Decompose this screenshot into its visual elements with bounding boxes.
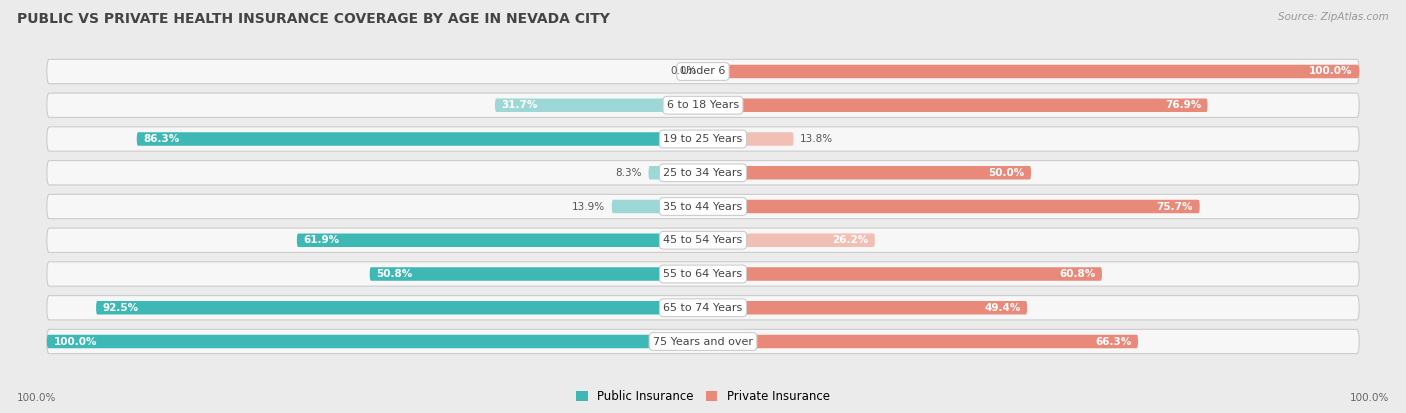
Text: 45 to 54 Years: 45 to 54 Years <box>664 235 742 245</box>
Text: PUBLIC VS PRIVATE HEALTH INSURANCE COVERAGE BY AGE IN NEVADA CITY: PUBLIC VS PRIVATE HEALTH INSURANCE COVER… <box>17 12 610 26</box>
Text: 13.8%: 13.8% <box>800 134 834 144</box>
FancyBboxPatch shape <box>703 335 1137 348</box>
Text: 100.0%: 100.0% <box>1350 393 1389 403</box>
FancyBboxPatch shape <box>46 127 1360 151</box>
FancyBboxPatch shape <box>46 93 1360 117</box>
Text: 100.0%: 100.0% <box>53 337 97 347</box>
Text: 6 to 18 Years: 6 to 18 Years <box>666 100 740 110</box>
Text: 35 to 44 Years: 35 to 44 Years <box>664 202 742 211</box>
Text: Source: ZipAtlas.com: Source: ZipAtlas.com <box>1278 12 1389 22</box>
Text: Under 6: Under 6 <box>681 66 725 76</box>
Text: 25 to 34 Years: 25 to 34 Years <box>664 168 742 178</box>
Text: 75 Years and over: 75 Years and over <box>652 337 754 347</box>
FancyBboxPatch shape <box>370 267 703 281</box>
Text: 92.5%: 92.5% <box>103 303 139 313</box>
FancyBboxPatch shape <box>703 98 1208 112</box>
FancyBboxPatch shape <box>46 161 1360 185</box>
Text: 76.9%: 76.9% <box>1164 100 1201 110</box>
FancyBboxPatch shape <box>703 200 1199 213</box>
Text: 100.0%: 100.0% <box>17 393 56 403</box>
FancyBboxPatch shape <box>612 200 703 213</box>
Text: 66.3%: 66.3% <box>1095 337 1132 347</box>
Text: 0.0%: 0.0% <box>671 66 696 76</box>
Text: 100.0%: 100.0% <box>1309 66 1353 76</box>
Text: 50.0%: 50.0% <box>988 168 1025 178</box>
FancyBboxPatch shape <box>46 59 1360 84</box>
FancyBboxPatch shape <box>136 132 703 146</box>
FancyBboxPatch shape <box>648 166 703 180</box>
FancyBboxPatch shape <box>703 267 1102 281</box>
FancyBboxPatch shape <box>96 301 703 315</box>
FancyBboxPatch shape <box>703 166 1031 180</box>
Text: 60.8%: 60.8% <box>1059 269 1095 279</box>
FancyBboxPatch shape <box>46 195 1360 218</box>
Text: 75.7%: 75.7% <box>1157 202 1194 211</box>
Text: 65 to 74 Years: 65 to 74 Years <box>664 303 742 313</box>
Text: 8.3%: 8.3% <box>616 168 643 178</box>
Text: 26.2%: 26.2% <box>832 235 869 245</box>
FancyBboxPatch shape <box>46 335 703 348</box>
Text: 19 to 25 Years: 19 to 25 Years <box>664 134 742 144</box>
Text: 50.8%: 50.8% <box>377 269 412 279</box>
FancyBboxPatch shape <box>703 65 1360 78</box>
Text: 49.4%: 49.4% <box>984 303 1021 313</box>
FancyBboxPatch shape <box>297 233 703 247</box>
FancyBboxPatch shape <box>703 132 793 146</box>
Text: 13.9%: 13.9% <box>572 202 605 211</box>
Text: 86.3%: 86.3% <box>143 134 180 144</box>
Text: 31.7%: 31.7% <box>502 100 538 110</box>
Text: 61.9%: 61.9% <box>304 235 339 245</box>
FancyBboxPatch shape <box>46 262 1360 286</box>
FancyBboxPatch shape <box>703 233 875 247</box>
FancyBboxPatch shape <box>703 301 1028 315</box>
Text: 55 to 64 Years: 55 to 64 Years <box>664 269 742 279</box>
FancyBboxPatch shape <box>495 98 703 112</box>
FancyBboxPatch shape <box>46 329 1360 354</box>
FancyBboxPatch shape <box>46 228 1360 252</box>
Legend: Public Insurance, Private Insurance: Public Insurance, Private Insurance <box>571 385 835 408</box>
FancyBboxPatch shape <box>46 296 1360 320</box>
